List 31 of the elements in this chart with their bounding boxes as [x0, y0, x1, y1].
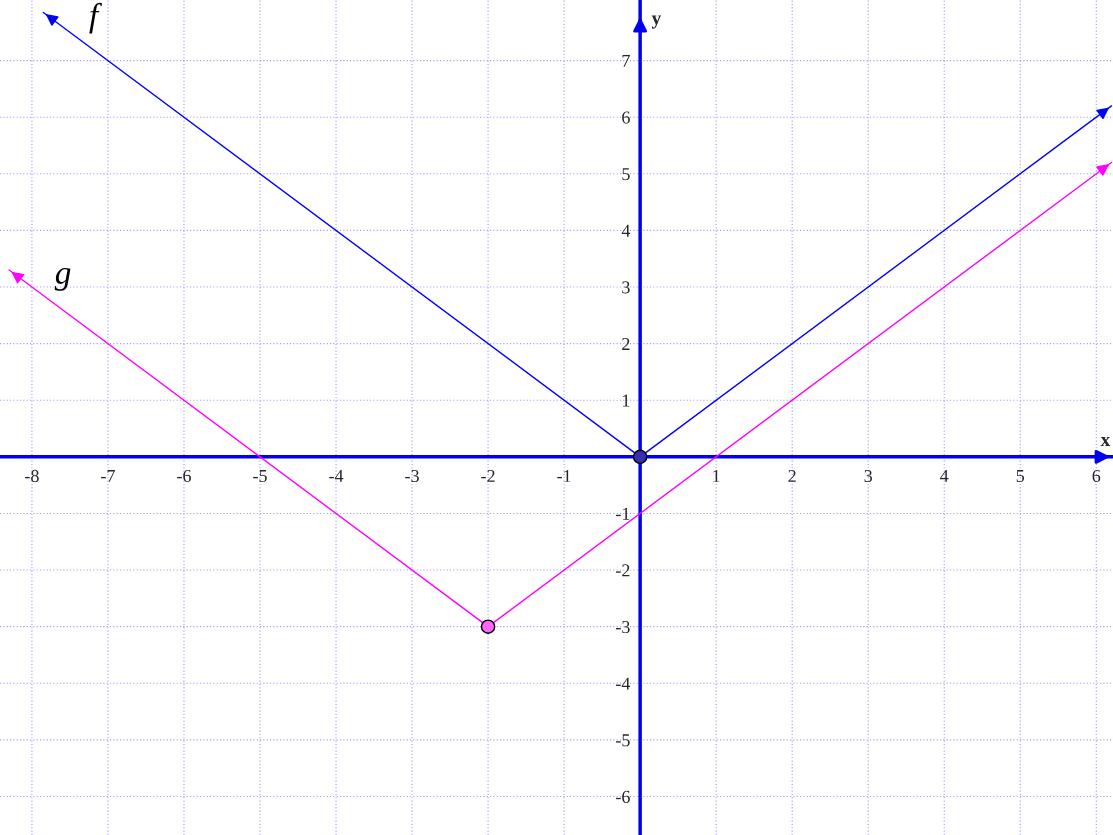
x-tick-label: 3 — [864, 469, 873, 483]
y-tick-label: 7 — [622, 55, 630, 67]
y-tick-label: 2 — [622, 337, 630, 350]
x-tick-label: 5 — [1016, 470, 1025, 483]
y-tick-label: -2 — [616, 564, 630, 577]
y-tick-label: 3 — [622, 281, 630, 294]
x-tick-label: -6 — [177, 469, 191, 483]
x-tick-label: -1 — [557, 469, 571, 482]
x-tick-label: -7 — [101, 470, 115, 482]
y-tick-label: 6 — [622, 111, 630, 124]
x-tick-label: 6 — [1092, 469, 1101, 483]
y-tick-label: -5 — [616, 734, 630, 747]
x-tick-label: -2 — [481, 469, 495, 482]
x-tick-label: -5 — [253, 470, 267, 483]
x-tick-label: -4 — [329, 469, 344, 482]
legend-label: f — [89, 2, 103, 34]
legend-label: g — [54, 268, 71, 291]
x-tick-label: 1 — [713, 469, 720, 482]
y-tick-label: -1 — [616, 507, 630, 520]
x-axis-title: x — [1100, 436, 1111, 446]
x-tick-label: -8 — [25, 469, 39, 483]
y-tick-label: -6 — [616, 790, 630, 803]
x-tick-label: 2 — [788, 469, 796, 482]
y-tick-label: 4 — [621, 224, 631, 237]
y-axis-title: y — [651, 15, 662, 29]
y-tick-label: 1 — [622, 394, 630, 407]
y-tick-label: 5 — [622, 168, 630, 181]
y-tick-label: -4 — [616, 677, 631, 690]
y-tick-label: -3 — [616, 620, 630, 634]
x-tick-label: -3 — [405, 469, 419, 483]
x-tick-label: 4 — [940, 469, 949, 482]
